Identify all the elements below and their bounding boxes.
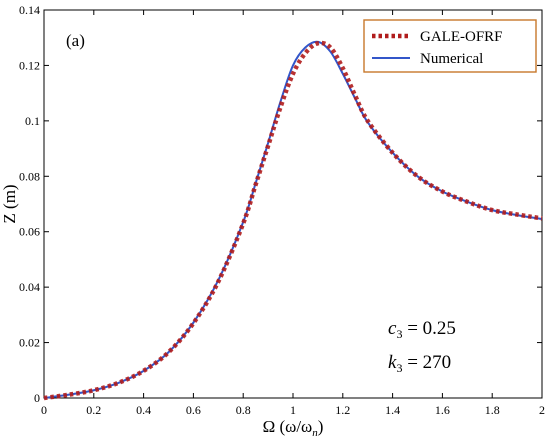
x-tick-label: 0 — [41, 403, 47, 417]
y-tick-label: 0.06 — [19, 225, 40, 239]
x-tick-label: 0.6 — [186, 403, 201, 417]
y-tick-label: 0.08 — [19, 169, 40, 183]
panel-label: (a) — [66, 31, 85, 50]
x-tick-label: 1.4 — [385, 403, 400, 417]
legend-box — [363, 19, 537, 73]
y-tick-label: 0 — [34, 391, 40, 405]
x-tick-label: 0.8 — [236, 403, 251, 417]
y-tick-label: 0.04 — [19, 280, 40, 294]
y-axis-ticks: 0 0.02 0.04 0.06 0.08 0.1 0.12 0.14 — [19, 3, 542, 405]
x-tick-label: 1 — [290, 403, 296, 417]
x-axis-ticks: 0 0.2 0.4 0.6 0.8 1 1.2 1.4 1.6 1.8 2 — [41, 10, 545, 417]
legend-label-numerical: Numerical — [420, 51, 483, 67]
annotation-c3: c3 = 0.25 — [388, 318, 456, 341]
y-tick-label: 0.1 — [25, 114, 40, 128]
series-layer — [43, 40, 543, 401]
annotation-k3: k3 = 270 — [388, 352, 451, 375]
x-tick-label: 2 — [539, 403, 545, 417]
x-tick-label: 1.2 — [335, 403, 350, 417]
x-axis-title: Ω (ω/ωn) — [263, 417, 324, 439]
legend-label-gale-ofrf: GALE-OFRF — [420, 29, 503, 45]
series-line-gale-ofrf — [43, 40, 543, 401]
y-tick-label: 0.02 — [19, 336, 40, 350]
x-tick-label: 1.6 — [435, 403, 450, 417]
x-tick-label: 0.2 — [86, 403, 101, 417]
x-tick-label: 0.4 — [136, 403, 151, 417]
y-axis-title: Z (m) — [0, 184, 19, 223]
y-tick-label: 0.12 — [19, 58, 40, 72]
legend: GALE-OFRF Numerical — [363, 19, 537, 73]
x-tick-label: 1.8 — [485, 403, 500, 417]
y-tick-label: 0.14 — [19, 3, 40, 17]
